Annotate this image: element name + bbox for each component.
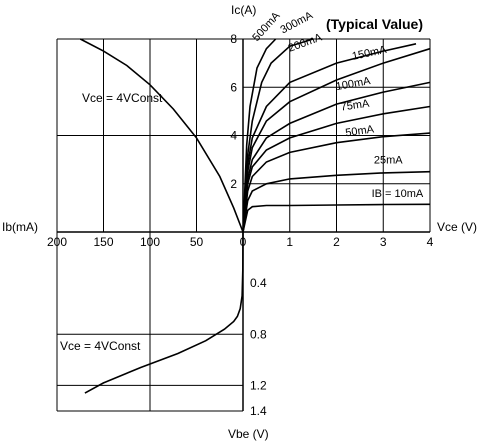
ic-tick-6: 6 xyxy=(230,80,237,94)
ib-vbe-curve xyxy=(84,231,244,394)
ic-curve-label-300ma: 300mA xyxy=(279,9,316,36)
ic-curve-label-200ma: 200mA xyxy=(287,31,324,54)
data-curves xyxy=(79,38,431,394)
ib-axis-label: Ib(mA) xyxy=(2,220,38,234)
ic-curve-150ma xyxy=(242,47,431,233)
ic-curve-75ma xyxy=(242,105,431,233)
vce-tick-4: 4 xyxy=(427,235,434,249)
vbe-tick-0-4: 0.4 xyxy=(250,276,267,290)
ib-series-label-top: Vce = 4VConst xyxy=(82,91,163,105)
ib-tick-150: 150 xyxy=(93,235,113,249)
ic-curve-label-ib-10ma: IB = 10mA xyxy=(372,188,424,200)
ib-tick-100: 100 xyxy=(140,235,160,249)
ib-series-label-bottom: Vce = 4VConst xyxy=(60,339,141,353)
vbe-tick-0-8: 0.8 xyxy=(250,327,267,341)
vbe-axis-label: Vbe (V) xyxy=(228,427,269,441)
ic-curve-100ma xyxy=(242,81,431,233)
ic-tick-4: 4 xyxy=(230,129,237,143)
ic-curve-ib-10ma xyxy=(242,203,431,233)
ic-tick-2: 2 xyxy=(230,177,237,191)
vce-axis-label: Vce (V) xyxy=(437,220,477,234)
ic-curve-500ma xyxy=(242,38,277,233)
vce-tick-2: 2 xyxy=(333,235,340,249)
ib-tick-200: 200 xyxy=(47,235,67,249)
ic-curve-25ma xyxy=(242,170,431,233)
vce-tick-3: 3 xyxy=(380,235,387,249)
ic-curve-200ma xyxy=(242,43,417,233)
ic-curve-label-150ma: 150mA xyxy=(351,44,388,63)
ic-tick-8: 8 xyxy=(230,32,237,46)
grid-lines xyxy=(56,38,431,412)
vce-tick-1: 1 xyxy=(286,235,293,249)
ib-tick-0: 0 xyxy=(240,235,247,249)
ic-curve-label-75ma: 75mA xyxy=(340,98,371,114)
vbe-tick-1-4: 1.4 xyxy=(250,404,267,418)
vbe-tick-1-2: 1.2 xyxy=(250,378,267,392)
chart-title: (Typical Value) xyxy=(326,16,423,32)
ic-curve-label-50ma: 50mA xyxy=(345,123,376,139)
ic-axis-label: Ic(A) xyxy=(231,3,256,17)
ib-tick-50: 50 xyxy=(190,235,204,249)
ic-curve-50ma xyxy=(242,132,431,233)
ib-ic-curve xyxy=(79,38,244,233)
ic-curve-label-25ma: 25mA xyxy=(374,155,403,167)
ic-curve-300ma xyxy=(242,38,314,233)
